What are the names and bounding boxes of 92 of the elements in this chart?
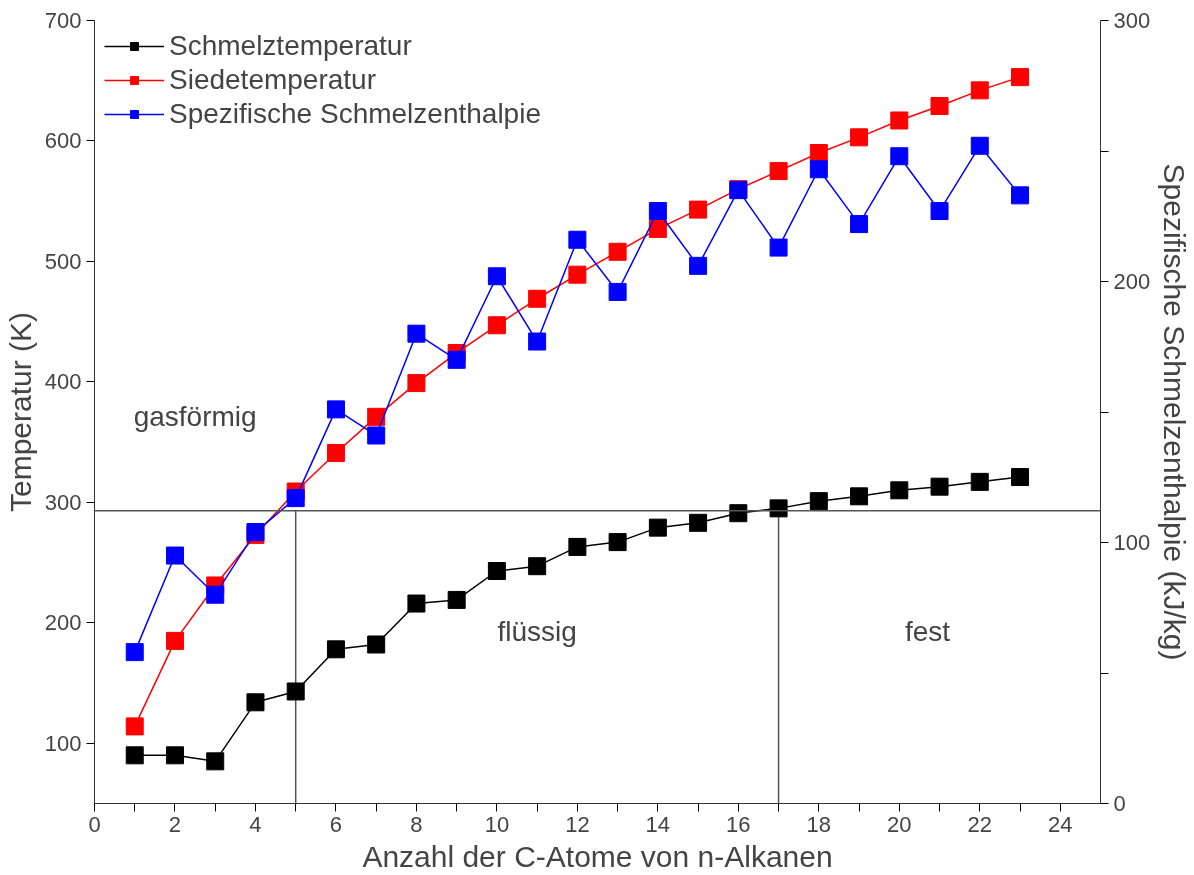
- point: [769, 238, 788, 257]
- point: [165, 546, 184, 565]
- point: [206, 752, 225, 771]
- legend-label: Siedetemperatur: [169, 64, 377, 96]
- point: [809, 160, 828, 179]
- x-tick-label: 18: [806, 811, 832, 837]
- point: [608, 533, 627, 552]
- x-tick-label: 24: [1048, 811, 1073, 837]
- point: [850, 215, 869, 234]
- y-tick-label: 100: [44, 730, 82, 756]
- y-tick-label: 500: [44, 248, 82, 274]
- point: [608, 282, 627, 301]
- point: [528, 557, 547, 576]
- y-tick-label: 200: [44, 610, 82, 636]
- point: [970, 81, 989, 100]
- point: [125, 643, 144, 662]
- point: [648, 518, 667, 537]
- point: [890, 111, 909, 130]
- point: [125, 746, 144, 765]
- point: [1011, 68, 1030, 87]
- x-tick-label: 8: [410, 811, 423, 837]
- point: [970, 136, 989, 155]
- y-axis-title: Temperatur (K): [3, 311, 37, 513]
- point: [487, 316, 506, 335]
- y2-tick-label: 0: [1113, 791, 1126, 816]
- point: [1011, 186, 1030, 205]
- point: [326, 640, 345, 659]
- point: [407, 594, 426, 613]
- point: [890, 481, 909, 500]
- x-tick-label: 16: [726, 811, 751, 837]
- legend-label: Schmelztemperatur: [169, 30, 412, 62]
- point: [407, 374, 426, 393]
- point: [447, 350, 466, 369]
- x-tick-label: 20: [887, 811, 912, 837]
- point: [125, 717, 144, 736]
- point: [689, 513, 708, 532]
- x-tick-label: 12: [565, 811, 590, 837]
- point: [648, 202, 667, 221]
- point: [286, 489, 305, 508]
- y-tick-label: 600: [44, 128, 82, 154]
- y2-axis-title: Spezifische Schmelzenthalpie (kJ/kg): [1158, 163, 1192, 661]
- y-tick-label: 300: [44, 489, 82, 515]
- point: [165, 746, 184, 765]
- point: [568, 265, 587, 284]
- x-tick-label: 0: [88, 811, 101, 837]
- point: [568, 537, 587, 556]
- point: [809, 492, 828, 511]
- annotation: gasförmig: [133, 401, 257, 433]
- point: [850, 487, 869, 506]
- point: [930, 202, 949, 221]
- point: [367, 426, 386, 445]
- point: [850, 128, 869, 147]
- point: [890, 147, 909, 166]
- point: [970, 472, 989, 491]
- point: [367, 407, 386, 426]
- legend-label: Spezifische Schmelzenthalpie: [169, 98, 541, 130]
- point: [1011, 468, 1030, 487]
- point: [930, 477, 949, 496]
- point: [286, 682, 305, 701]
- x-tick-label: 2: [168, 811, 182, 837]
- y-tick-label: 700: [44, 8, 82, 33]
- y2-tick-label: 200: [1113, 269, 1151, 294]
- y2-tick-label: 300: [1113, 8, 1151, 33]
- point: [930, 97, 949, 116]
- point: [447, 590, 466, 609]
- point: [689, 256, 708, 275]
- x-axis-title: Anzahl der C-Atome von n-Alkanen: [362, 839, 833, 873]
- annotation: flüssig: [497, 615, 577, 647]
- point: [407, 324, 426, 343]
- point: [528, 289, 547, 308]
- point: [608, 242, 627, 261]
- point: [487, 267, 506, 286]
- point: [689, 200, 708, 219]
- point: [528, 332, 547, 351]
- annotation: fest: [904, 615, 951, 647]
- point: [326, 400, 345, 419]
- point: [246, 693, 265, 712]
- x-tick-label: 22: [967, 811, 993, 837]
- x-tick-label: 6: [329, 811, 343, 837]
- point: [326, 443, 345, 462]
- point: [206, 585, 225, 604]
- point: [165, 631, 184, 650]
- point: [367, 635, 386, 654]
- y-tick-label: 400: [44, 369, 82, 395]
- x-tick-label: 14: [645, 811, 671, 837]
- point: [769, 162, 788, 181]
- point: [487, 562, 506, 581]
- y2-tick-label: 100: [1113, 530, 1151, 555]
- point: [648, 219, 667, 238]
- x-tick-label: 4: [249, 811, 262, 837]
- x-tick-label: 10: [484, 811, 510, 837]
- point: [568, 230, 587, 249]
